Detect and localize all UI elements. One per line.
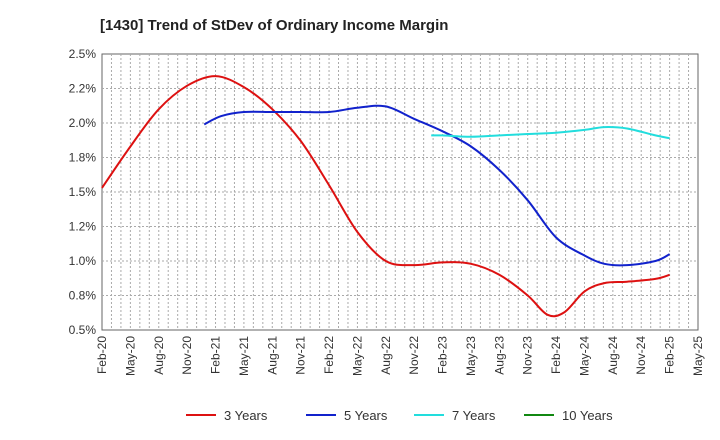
x-tick-label: Feb-25 [663,336,677,374]
x-tick-label: Nov-23 [521,336,535,375]
y-tick-label: 1.2% [69,220,97,234]
legend: 3 Years 5 Years 7 Years 10 Years [186,408,613,423]
y-tick-label: 0.5% [69,323,97,337]
x-tick-label: May-22 [350,336,364,376]
series-line [431,126,670,140]
series-lines [101,75,671,318]
x-tick-label: Feb-21 [209,336,223,374]
grid [102,54,698,330]
x-tick-label: Aug-24 [606,336,620,375]
x-tick-label: May-23 [464,336,478,376]
x-tick-label: Feb-23 [436,336,450,374]
y-tick-label: 1.8% [69,151,97,165]
x-axis: Feb-20 May-20 Aug-20 Nov-20 Feb-21 May-21 Aug-… [95,336,705,376]
x-tick-label: May-20 [123,336,137,376]
x-tick-label: Aug-20 [152,336,166,375]
legend-label: 7 Years [452,408,496,423]
legend-label: 3 Years [224,408,268,423]
x-tick-label: Aug-21 [265,336,279,375]
x-tick-label: Aug-23 [492,336,506,375]
x-tick-label: Nov-20 [180,336,194,375]
y-tick-label: 2.2% [69,82,97,96]
y-axis: 0.5% 0.8% 1.0% 1.2% 1.5% 1.8% 2.0% 2.2% 2.5% [69,47,97,337]
legend-label: 10 Years [562,408,613,423]
x-tick-label: May-21 [237,336,251,376]
x-tick-label: Feb-20 [95,336,109,374]
x-tick-label: Nov-24 [634,336,648,375]
x-tick-label: Nov-22 [407,336,421,375]
x-tick-label: May-24 [577,336,591,376]
x-tick-label: May-25 [691,336,705,376]
x-tick-label: Feb-24 [549,336,563,374]
x-tick-label: Feb-22 [322,336,336,374]
y-tick-label: 1.5% [69,185,97,199]
y-tick-label: 2.5% [69,47,97,61]
series-line [203,104,671,267]
x-tick-label: Nov-21 [294,336,308,375]
x-tick-label: Aug-22 [379,336,393,375]
series-line [101,75,670,318]
y-tick-label: 0.8% [69,289,97,303]
legend-label: 5 Years [344,408,388,423]
chart-title: [1430] Trend of StDev of Ordinary Income… [100,17,448,34]
y-tick-label: 1.0% [69,254,97,268]
y-tick-label: 2.0% [69,116,97,130]
